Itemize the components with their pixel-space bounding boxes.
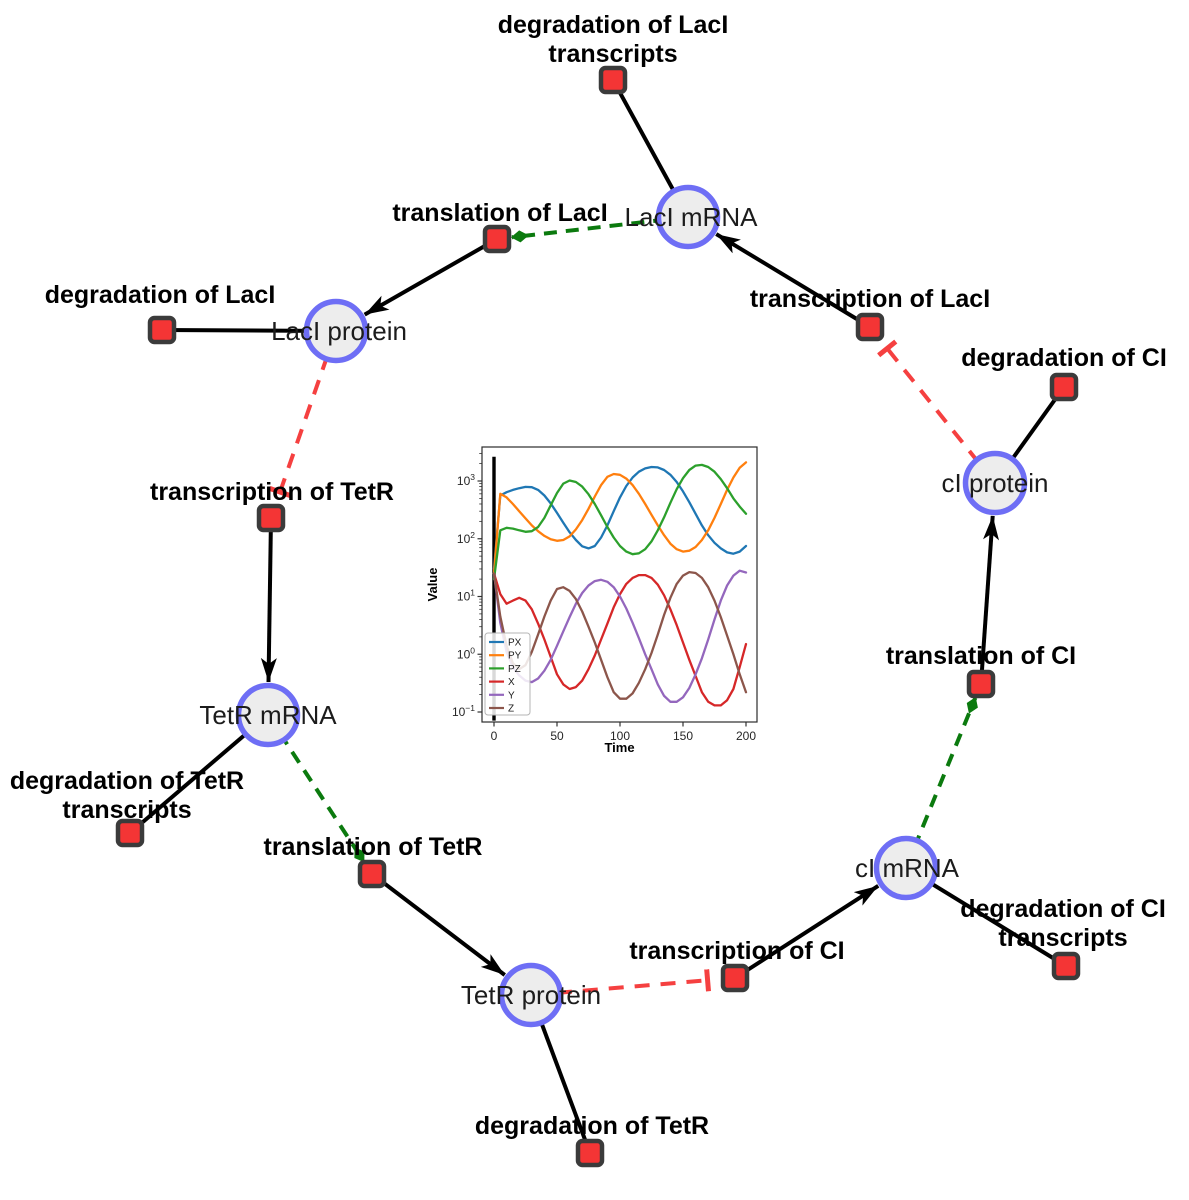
species-label-cI-mRNA: cI mRNA [855,853,960,883]
reaction-node-degradation-of-CI[interactable] [1049,372,1079,402]
species-label-lacI-mRNA: LacI mRNA [625,202,759,232]
series-line-PX [492,465,748,571]
species-node-cI-mRNA[interactable] [873,835,939,901]
chart-axes-frame [481,446,758,723]
species-label-tetR-protein: TetR protein [461,980,601,1010]
reaction-label-degradation-of-LacI: degradation of LacI [45,281,276,309]
legend-label-X: X [508,677,515,688]
x-tick-label: 0 [491,729,498,743]
y-tick-label: 101 [457,588,475,604]
x-tick-label: 100 [610,729,630,743]
x-tick-label: 50 [550,729,564,743]
reaction-label-translation-of-CI: translation of CI [886,642,1076,670]
species-node-lacI-protein[interactable] [303,298,369,364]
legend-label-PY: PY [508,651,522,662]
series-line-Y [492,569,748,703]
reaction-label-transcription-of-CI: transcription of CI [629,937,844,965]
reaction-label-degradation-of-CI: degradation of CI [961,344,1167,372]
edge-production--transcription-of-CI--cI-mRNA [733,884,880,980]
reaction-node-transcription-of-TetR[interactable] [256,503,286,533]
reaction-label-degradation-of-TetR: degradation of TetR [475,1112,709,1140]
edge-production--translation-of-TetR--tetR-protein [370,872,506,977]
species-label-lacI-protein: LacI protein [271,316,407,346]
edge-production--translation-of-CI--cI-protein [979,515,1000,685]
species-label-tetR-mRNA: TetR mRNA [199,700,337,730]
reaction-label-translation-of-LacI: translation of LacI [392,199,607,227]
species-label-cI-protein: cI protein [942,468,1049,498]
y-tick-label: 100 [457,645,475,661]
series-line-Z [492,570,748,700]
reaction-label-translation-of-TetR: translation of TetR [264,833,483,861]
reaction-label-transcription-of-LacI: transcription of LacI [750,285,990,313]
reaction-node-degradation-of-LacI[interactable] [147,315,177,345]
reaction-label-transcription-of-TetR: transcription of TetR [150,478,394,506]
reaction-node-degradation-of-TetR-transcripts[interactable] [115,818,145,848]
reaction-label-degradation-of-TetR-transcripts: degradation of TetR transcripts [10,767,244,824]
series-line-X [492,572,748,707]
species-node-cI-protein[interactable] [962,450,1028,516]
reaction-node-translation-of-LacI[interactable] [482,224,512,254]
x-tick-label: 150 [673,729,693,743]
reaction-node-degradation-of-TetR[interactable] [575,1138,605,1168]
legend-label-Y: Y [508,690,515,701]
chart-ylabel: Value [425,568,440,602]
y-tick-label: 103 [457,472,475,488]
y-tick-label: 102 [457,530,475,546]
reaction-label-degradation-of-CI-transcripts: degradation of CI transcripts [960,895,1166,952]
legend-label-Z: Z [508,704,514,715]
species-node-lacI-mRNA[interactable] [655,184,721,250]
series-line-PZ [492,463,748,581]
chart-xlabel: Time [604,740,634,755]
y-tick-label: 10−1 [452,703,475,719]
reaction-node-transcription-of-LacI[interactable] [855,312,885,342]
reaction-node-transcription-of-CI[interactable] [720,963,750,993]
legend-label-PX: PX [508,638,522,649]
species-node-tetR-mRNA[interactable] [235,682,301,748]
reaction-node-degradation-of-CI-transcripts[interactable] [1051,951,1081,981]
reaction-label-degradation-of-LacI-transcripts: degradation of LacI transcripts [498,11,729,68]
reaction-node-translation-of-TetR[interactable] [357,859,387,889]
x-tick-label: 200 [736,729,756,743]
species-node-tetR-protein[interactable] [498,962,564,1028]
inset-chart: 0 50 100 150 200 10−1 100 101 102 103 PX PY PZ XYZ Tim… [415,430,780,765]
chart-legend: PX PY PZ XYZ [484,632,531,716]
edge-production--transcription-of-LacI--lacI-mRNA [715,232,872,329]
edge-production--transcription-of-TetR--tetR-mRNA [260,517,277,683]
edge-production--translation-of-LacI--lacI-protein [363,237,498,317]
reaction-node-degradation-of-LacI-transcripts[interactable] [598,65,628,95]
reaction-node-translation-of-CI[interactable] [966,669,996,699]
legend-label-PZ: PZ [508,664,521,675]
